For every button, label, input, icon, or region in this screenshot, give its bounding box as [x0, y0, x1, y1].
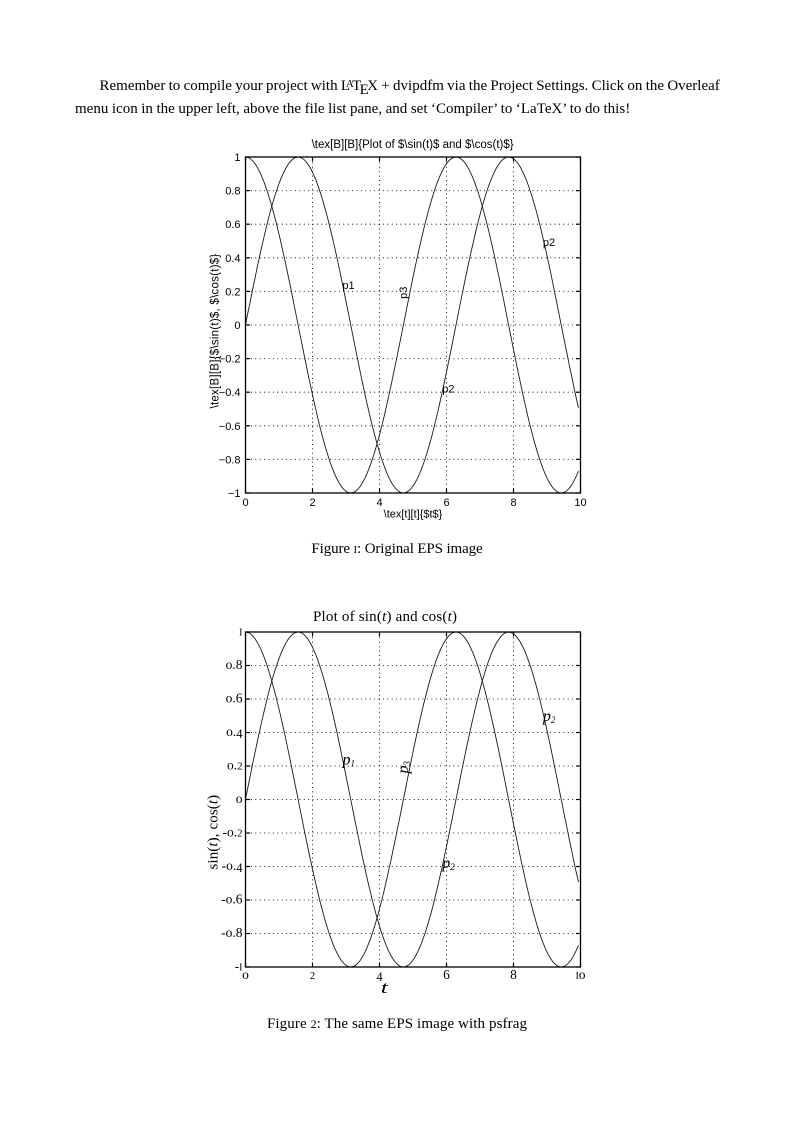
svg-text:−0.4: −0.4 [219, 387, 241, 399]
svg-text:−0.8: −0.8 [219, 454, 241, 466]
svg-text:-o.6: -o.6 [221, 891, 243, 906]
svg-text:Plot of sin(t) and cos(t): Plot of sin(t) and cos(t) [313, 609, 457, 625]
svg-text:-o.2: -o.2 [222, 824, 242, 839]
svg-text:p2: p2 [542, 708, 556, 725]
svg-text:0: 0 [242, 497, 248, 509]
svg-text:\tex[t][t]{$t$}: \tex[t][t]{$t$} [384, 509, 443, 521]
svg-text:0.6: 0.6 [225, 219, 240, 231]
svg-text:8: 8 [510, 497, 516, 509]
svg-text:0.2: 0.2 [225, 286, 240, 298]
svg-text:4: 4 [376, 497, 382, 509]
svg-text:p1: p1 [342, 751, 356, 768]
svg-text:-o.8: -o.8 [221, 925, 243, 940]
svg-text:sin(t), cos(t): sin(t), cos(t) [206, 795, 222, 870]
svg-text:−1: −1 [228, 488, 241, 500]
svg-text:t: t [381, 978, 389, 997]
svg-text:2: 2 [309, 497, 315, 509]
svg-text:p2: p2 [441, 855, 455, 872]
svg-text:p1: p1 [342, 280, 354, 292]
svg-text:8: 8 [510, 967, 517, 982]
svg-text:o.4: o.4 [226, 724, 243, 741]
svg-text:p2: p2 [442, 384, 454, 396]
svg-text:6: 6 [443, 497, 449, 509]
svg-text:p3: p3 [395, 761, 412, 775]
svg-text:p2: p2 [543, 237, 555, 249]
svg-text:o.2: o.2 [227, 757, 243, 772]
svg-text:−0.6: −0.6 [219, 421, 241, 433]
svg-text:p3: p3 [398, 287, 410, 299]
svg-text:\tex[B][B]{$\sin(t)$, $\cos(t): \tex[B][B]{$\sin(t)$, $\cos(t)$} [210, 253, 222, 408]
svg-text:Io: Io [575, 967, 585, 982]
svg-text:o.6: o.6 [226, 690, 243, 705]
svg-text:4: 4 [376, 970, 383, 984]
svg-text:0.4: 0.4 [225, 253, 240, 265]
svg-text:o: o [242, 967, 249, 982]
svg-text:1: 1 [234, 152, 240, 164]
svg-text:o: o [236, 791, 243, 806]
svg-text:-o.4: -o.4 [222, 858, 244, 875]
svg-text:0: 0 [234, 320, 240, 332]
svg-text:I: I [239, 627, 242, 638]
svg-text:6: 6 [443, 967, 450, 982]
svg-text:0.8: 0.8 [225, 186, 240, 198]
svg-text:\tex[B][B]{Plot of $\sin(t)$ a: \tex[B][B]{Plot of $\sin(t)$ and $\cos(t… [312, 139, 514, 151]
svg-text:-I: -I [235, 958, 243, 973]
svg-text:10: 10 [574, 497, 586, 509]
svg-text:o.8: o.8 [226, 657, 243, 672]
svg-text:−0.2: −0.2 [219, 354, 241, 366]
svg-text:2: 2 [310, 970, 315, 982]
